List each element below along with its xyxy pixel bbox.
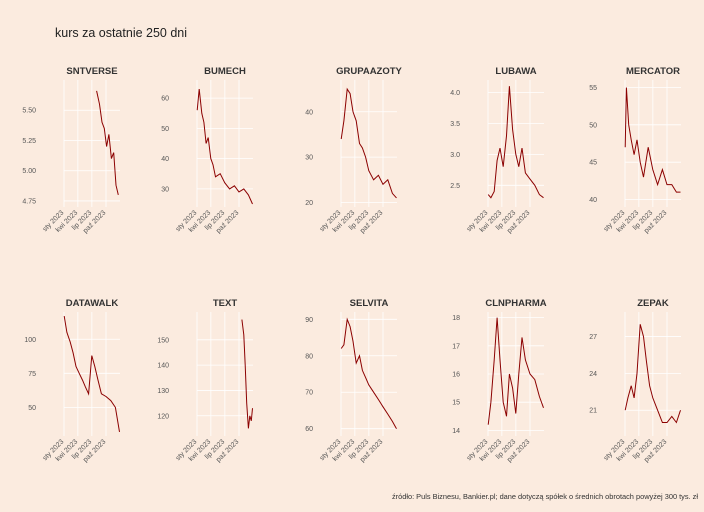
- panel-title: GRUPAAZOTY: [336, 66, 402, 77]
- y-tick-label: 3.0: [450, 152, 460, 159]
- y-tick-label: 40: [589, 197, 597, 204]
- y-tick-label: 5.50: [22, 108, 36, 115]
- y-tick-label: 150: [157, 337, 169, 344]
- price-line-text: [241, 319, 253, 429]
- y-tick-label: 30: [305, 155, 313, 162]
- panel-title: DATAWALK: [66, 298, 119, 309]
- panel-title: TEXT: [213, 298, 237, 309]
- price-line-selvita: [340, 317, 397, 429]
- y-tick-label: 3.5: [450, 121, 460, 128]
- y-tick-label: 45: [589, 160, 597, 167]
- y-tick-label: 70: [305, 390, 313, 397]
- y-tick-label: 5.00: [22, 168, 36, 175]
- y-tick-label: 24: [589, 371, 597, 378]
- y-tick-label: 18: [452, 315, 460, 322]
- y-tick-label: 20: [305, 200, 313, 207]
- y-tick-label: 4.75: [22, 198, 36, 205]
- y-tick-label: 14: [452, 428, 460, 435]
- y-tick-label: 40: [161, 156, 169, 163]
- price-line-mercator: [624, 87, 681, 193]
- panel-title: ZEPAK: [637, 298, 669, 309]
- y-tick-label: 80: [305, 353, 313, 360]
- price-line-bumech: [196, 89, 253, 205]
- price-line-datawalk: [63, 316, 120, 432]
- y-tick-label: 17: [452, 343, 460, 350]
- panel-title: SNTVERSE: [66, 66, 117, 77]
- price-line-zepak: [624, 324, 681, 424]
- y-tick-label: 90: [305, 317, 313, 324]
- y-tick-label: 75: [28, 371, 36, 378]
- y-tick-label: 50: [28, 405, 36, 412]
- panel-title: CLNPHARMA: [485, 298, 546, 309]
- y-tick-label: 2.5: [450, 183, 460, 190]
- y-tick-label: 60: [305, 426, 313, 433]
- panel-title: BUMECH: [204, 66, 246, 77]
- y-tick-label: 4.0: [450, 90, 460, 97]
- price-line-grupaazoty: [340, 87, 397, 199]
- y-tick-label: 15: [452, 400, 460, 407]
- y-tick-label: 140: [157, 363, 169, 370]
- source-note: źródło: Puls Biznesu, Bankier.pl; dane d…: [391, 492, 698, 501]
- panel-title: SELVITA: [350, 298, 389, 309]
- page-title: kurs za ostatnie 250 dni: [55, 26, 188, 40]
- panel-title: MERCATOR: [626, 66, 680, 77]
- price-line-sntverse: [96, 90, 119, 196]
- y-tick-label: 55: [589, 85, 597, 92]
- y-tick-label: 50: [589, 122, 597, 129]
- y-tick-label: 16: [452, 372, 460, 379]
- y-tick-label: 60: [161, 96, 169, 103]
- price-line-lubawa: [487, 86, 544, 199]
- panel-title: LUBAWA: [495, 66, 536, 77]
- y-tick-label: 5.25: [22, 138, 36, 145]
- y-tick-label: 100: [24, 337, 36, 344]
- y-tick-label: 21: [589, 408, 597, 415]
- price-line-clnpharma: [487, 317, 544, 425]
- y-tick-label: 27: [589, 334, 597, 341]
- y-tick-label: 40: [305, 109, 313, 116]
- y-tick-label: 50: [161, 126, 169, 133]
- y-tick-label: 120: [157, 413, 169, 420]
- y-tick-label: 30: [161, 186, 169, 193]
- y-tick-label: 130: [157, 388, 169, 395]
